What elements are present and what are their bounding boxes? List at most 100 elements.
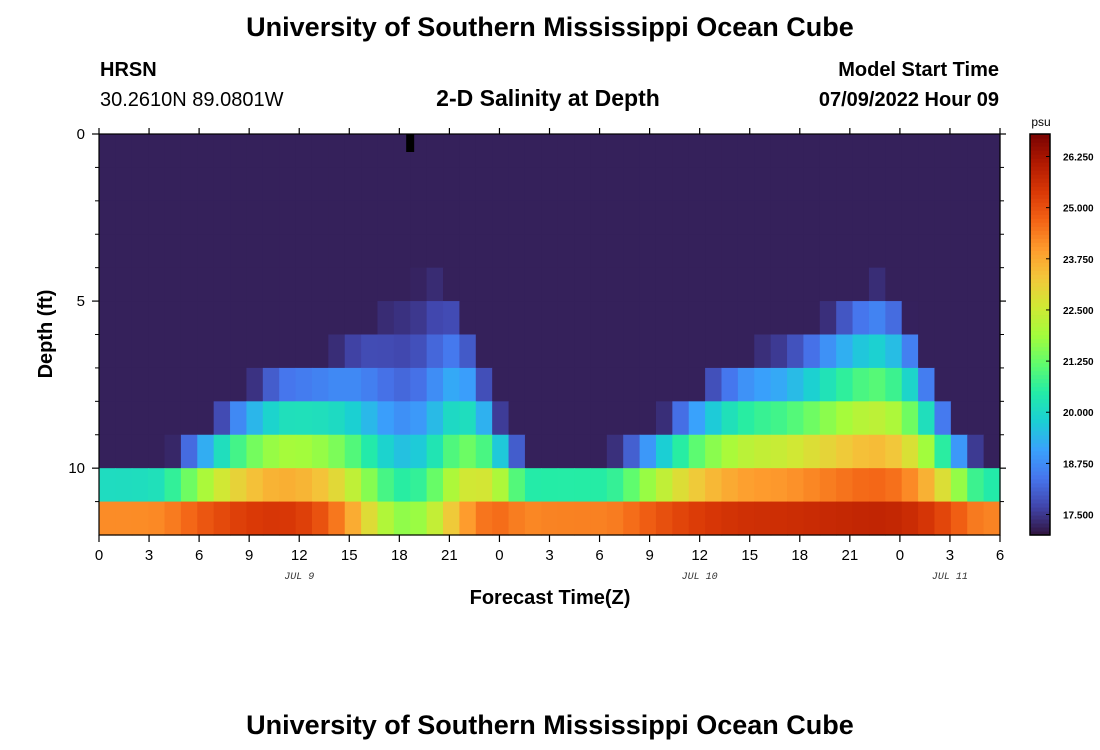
colorbar-segment <box>1030 426 1050 432</box>
heatmap-cell <box>885 200 903 235</box>
heatmap-cell <box>524 267 542 302</box>
x-tick-label: 0 <box>95 547 103 564</box>
heatmap-cell <box>311 468 329 503</box>
heatmap-cell <box>557 434 575 469</box>
heatmap-cell <box>328 468 346 503</box>
heatmap-cell <box>852 334 870 369</box>
x-tick-label: 15 <box>741 547 758 564</box>
heatmap-cell <box>623 167 641 202</box>
heatmap-cell <box>295 134 313 169</box>
heatmap-cell <box>426 468 444 503</box>
heatmap-cell <box>557 200 575 235</box>
colorbar-segment <box>1030 486 1050 492</box>
heatmap-cell <box>705 468 723 503</box>
heatmap-cell <box>377 501 395 536</box>
x-tick-label: 0 <box>495 547 503 564</box>
heatmap-cell <box>590 267 608 302</box>
heatmap-cell <box>967 134 985 169</box>
heatmap-cell <box>852 434 870 469</box>
heatmap-cell <box>868 401 886 436</box>
x-tick-label: 18 <box>791 547 808 564</box>
heatmap-cell <box>475 334 493 369</box>
heatmap-cell <box>688 367 706 402</box>
x-axis-label: Forecast Time(Z) <box>470 587 631 609</box>
heatmap-cell <box>344 134 362 169</box>
heatmap-cell <box>737 468 755 503</box>
heatmap-cell <box>950 167 968 202</box>
heatmap-cell <box>279 434 297 469</box>
heatmap-cell <box>770 267 788 302</box>
heatmap-cell <box>115 200 133 235</box>
heatmap-cell <box>901 334 919 369</box>
colorbar-segment <box>1030 146 1050 151</box>
colorbar-segment <box>1030 314 1050 320</box>
heatmap-cell <box>524 434 542 469</box>
heatmap-cell <box>524 234 542 269</box>
heatmap-cell <box>901 234 919 269</box>
heatmap-cell <box>475 134 493 169</box>
heatmap-cell <box>541 267 559 302</box>
heatmap-cell <box>557 501 575 536</box>
heatmap-cell <box>377 401 395 436</box>
heatmap-cell <box>655 401 673 436</box>
heatmap-cell <box>606 200 624 235</box>
heatmap-cell <box>705 267 723 302</box>
heatmap-cell <box>737 301 755 336</box>
heatmap-cell <box>213 401 231 436</box>
heatmap-cell <box>475 434 493 469</box>
heatmap-cell <box>328 401 346 436</box>
heatmap-cell <box>459 200 477 235</box>
heatmap-cell <box>934 367 952 402</box>
heatmap-cell <box>885 167 903 202</box>
heatmap-cell <box>262 167 280 202</box>
heatmap-cell <box>934 468 952 503</box>
heatmap-cell <box>787 501 805 536</box>
heatmap-cell <box>377 468 395 503</box>
colorbar-segment <box>1030 298 1050 304</box>
heatmap-cell <box>705 200 723 235</box>
colorbar-segment <box>1030 494 1050 500</box>
heatmap-cell <box>639 367 657 402</box>
heatmap-cell <box>918 267 936 302</box>
colorbar-segment <box>1030 190 1050 195</box>
heatmap-cell <box>508 334 526 369</box>
heatmap-cell <box>279 234 297 269</box>
heatmap-cell <box>885 434 903 469</box>
heatmap-cell <box>295 367 313 402</box>
x-tick-label: 9 <box>645 547 653 564</box>
colorbar-segment <box>1030 502 1050 508</box>
heatmap-cell <box>918 234 936 269</box>
heatmap-cell <box>295 401 313 436</box>
heatmap-cell <box>508 367 526 402</box>
heatmap-cell <box>868 134 886 169</box>
heatmap-cell <box>180 200 198 235</box>
heatmap-cell <box>721 200 739 235</box>
heatmap-cell <box>639 301 657 336</box>
heatmap-cell <box>180 468 198 503</box>
heatmap-cell <box>443 468 460 503</box>
heatmap-cell <box>393 301 411 336</box>
colorbar-segment <box>1030 418 1050 424</box>
heatmap-cell <box>672 401 690 436</box>
heatmap-cell <box>623 334 641 369</box>
heatmap-cell <box>361 167 379 202</box>
heatmap-cell <box>410 501 428 536</box>
heatmap-cell <box>787 401 805 436</box>
colorbar-segment <box>1030 138 1050 143</box>
heatmap-cell <box>754 434 772 469</box>
heatmap-cell <box>967 367 985 402</box>
heatmap-cell <box>328 167 346 202</box>
heatmap-cell <box>180 334 198 369</box>
heatmap-cell <box>459 468 477 503</box>
heatmap-cell <box>475 200 493 235</box>
heatmap-cell <box>180 267 198 302</box>
heatmap-cell <box>655 367 673 402</box>
heatmap-cell <box>164 367 182 402</box>
x-tick-label: 3 <box>545 547 553 564</box>
colorbar-segment <box>1030 214 1050 219</box>
heatmap-cell <box>623 134 641 169</box>
date-label: JUL 10 <box>682 572 718 583</box>
heatmap-cell <box>590 401 608 436</box>
heatmap-cell <box>754 367 772 402</box>
heatmap-cell <box>459 434 477 469</box>
